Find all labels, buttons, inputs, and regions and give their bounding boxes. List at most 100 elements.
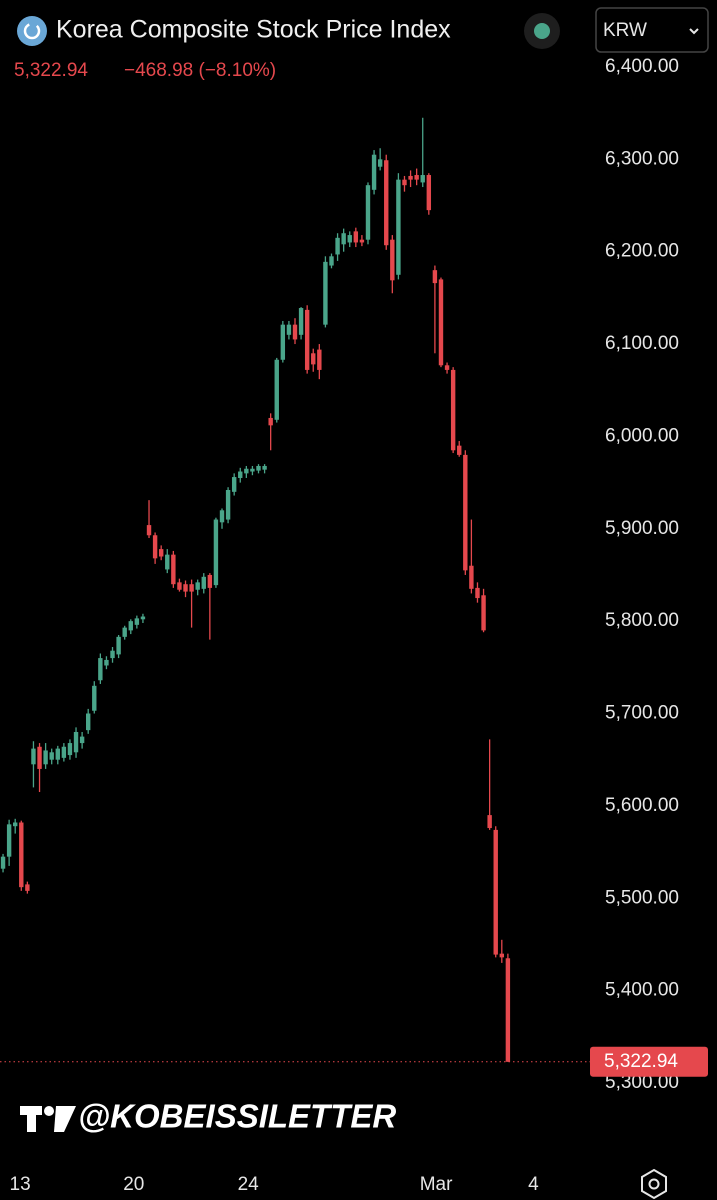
candle-body — [207, 574, 213, 588]
candle-body — [329, 256, 334, 266]
x-tick-label: Mar — [420, 1174, 453, 1195]
candle-body — [444, 365, 450, 370]
candle-body — [420, 175, 425, 183]
candle-body — [146, 525, 152, 536]
candle-body — [298, 308, 304, 335]
candle-body — [43, 750, 48, 765]
y-tick-label: 5,400.00 — [605, 980, 679, 1001]
candle-body — [390, 239, 395, 281]
price-change: −468.98 (−8.10%) — [124, 60, 276, 81]
candle-body — [189, 584, 194, 592]
candle-body — [377, 159, 383, 167]
candle-body — [110, 650, 115, 659]
plot-area: 5,300.00 5,400.00 5,500.00 5,600.00 5,700.00… — [0, 56, 708, 1195]
symbol-icon — [17, 16, 47, 46]
watermark: @KOBEISSILETTER — [78, 1098, 396, 1135]
candle-body — [493, 829, 498, 955]
y-tick-label: 5,500.00 — [605, 887, 679, 908]
last-price: 5,322.94 — [14, 60, 88, 81]
candle-body — [341, 233, 346, 245]
candle-body — [371, 154, 377, 190]
candle-body — [317, 349, 322, 370]
tv-logo — [20, 1106, 76, 1132]
candle-body — [31, 748, 36, 765]
candle-body — [359, 239, 365, 243]
candle-body — [213, 519, 219, 586]
candle-body — [85, 713, 91, 731]
candle-body — [353, 231, 359, 243]
candle-body — [323, 261, 328, 325]
y-tick-label: 6,000.00 — [605, 425, 679, 446]
settings-button[interactable] — [641, 1168, 667, 1200]
candle-body — [231, 477, 237, 492]
currency-label: KRW — [603, 20, 647, 41]
candle-body — [274, 359, 279, 420]
candle-body — [19, 822, 24, 888]
y-tick-label: 6,100.00 — [605, 333, 679, 354]
candle-body — [98, 658, 103, 681]
y-tick-label: 5,800.00 — [605, 610, 679, 631]
candle-body — [499, 953, 505, 958]
candle-body — [438, 279, 444, 366]
candle-body — [238, 471, 243, 478]
candle-body — [335, 237, 340, 255]
candle-body — [177, 582, 182, 590]
candle-body — [256, 465, 261, 471]
candle-body — [426, 175, 432, 211]
candle-body — [73, 731, 79, 753]
candle-body — [195, 582, 200, 590]
y-tick-label: 6,200.00 — [605, 241, 679, 262]
candle-body — [487, 815, 492, 829]
candle-body — [61, 746, 67, 758]
candle-body — [481, 595, 486, 631]
candle-body — [475, 587, 480, 599]
candle-body — [225, 489, 231, 520]
last-price-label: 5,322.94 — [604, 1051, 678, 1072]
candle-body — [347, 235, 352, 243]
candle-body — [25, 884, 30, 891]
candle-body — [244, 468, 249, 474]
candle-body — [37, 746, 42, 769]
candle-body — [6, 824, 12, 857]
y-tick-label: 5,700.00 — [605, 703, 679, 724]
candle-body — [304, 309, 310, 370]
candle-body — [201, 576, 206, 589]
candle-body — [67, 743, 73, 756]
candle-body — [469, 565, 474, 589]
y-tick-label: 6,400.00 — [605, 56, 679, 77]
candle-body — [128, 621, 133, 631]
candle-body — [49, 752, 54, 760]
candle-body — [402, 179, 407, 186]
currency-dropdown[interactable] — [595, 7, 709, 53]
candle-body — [55, 748, 60, 760]
candle-body — [250, 468, 255, 472]
candle-body — [408, 175, 413, 180]
symbol-icon-ring — [23, 22, 41, 40]
candle-body — [104, 659, 109, 666]
chart-title: Korea Composite Stock Price Index — [56, 16, 451, 44]
candle-body — [414, 175, 419, 180]
x-tick-label: 13 — [10, 1174, 31, 1195]
y-tick-label: 5,600.00 — [605, 795, 679, 816]
candle-body — [457, 445, 462, 455]
y-tick-label: 6,300.00 — [605, 148, 679, 169]
candle-body — [152, 535, 158, 559]
candle-body — [158, 549, 164, 557]
status-dot — [534, 23, 550, 39]
candle-body — [219, 510, 225, 523]
candle-body — [463, 454, 468, 571]
candle-body — [432, 270, 438, 284]
candle-body — [134, 618, 140, 625]
last-price-tag — [590, 1046, 708, 1077]
candle-body — [183, 584, 188, 592]
candle-body — [384, 160, 389, 246]
candle-body — [365, 185, 371, 240]
candle-body — [505, 958, 511, 1062]
dropdown-chevron — [689, 28, 699, 35]
candle-body — [280, 324, 286, 360]
x-tick-label: 4 — [528, 1174, 539, 1195]
y-tick-label: 5,900.00 — [605, 518, 679, 539]
